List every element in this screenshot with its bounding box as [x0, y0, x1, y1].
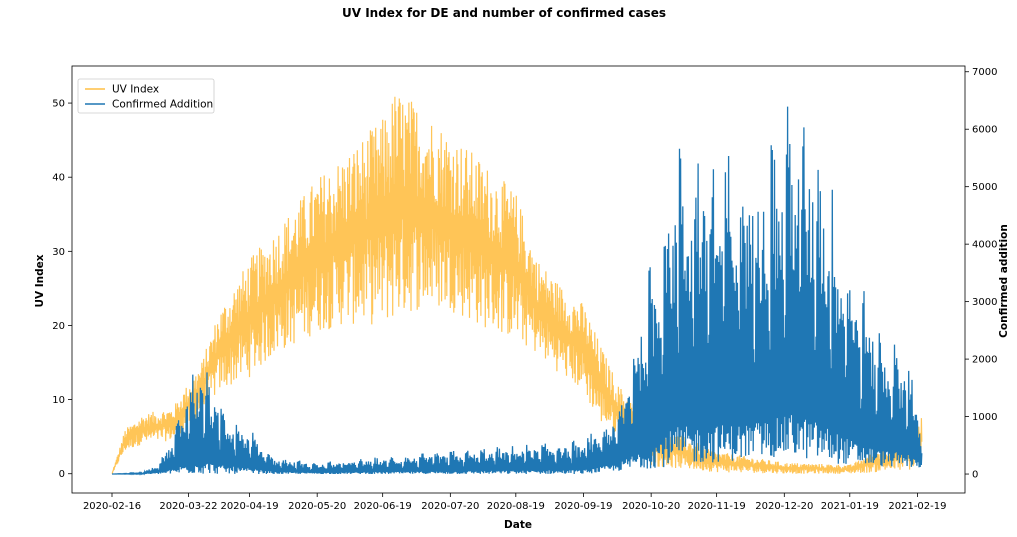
- y-right-tick-label: 4000: [972, 240, 997, 251]
- legend-frame: [77, 78, 215, 114]
- x-axis-label: Date: [504, 519, 532, 531]
- plot-area: [111, 96, 923, 476]
- y-right-tick-label: 1000: [972, 412, 997, 423]
- chart-title: UV Index for DE and number of confirmed …: [342, 6, 666, 20]
- y-left-axis-label: UV Index: [34, 254, 46, 307]
- y-right-axis-label: Confirmed addition: [998, 224, 1010, 338]
- x-tick-label: 2020-04-19: [220, 501, 278, 512]
- y-left-tick-label: 50: [52, 99, 65, 110]
- y-right-tick-label: 2000: [972, 355, 997, 366]
- x-axis-ticks: 2020-02-16 2020-03-22 2020-04-19 2020-05-20…: [83, 493, 947, 512]
- y-left-tick-label: 0: [59, 469, 65, 480]
- x-tick-label: 2020-12-20: [755, 501, 813, 512]
- x-tick-label: 2021-01-19: [821, 501, 879, 512]
- y-left-tick-label: 10: [52, 395, 65, 406]
- plot-frame: [71, 65, 966, 494]
- x-tick-label: 2020-03-22: [159, 501, 217, 512]
- y-right-tick-label: 6000: [972, 125, 997, 136]
- legend-label-confirmed-addition: Confirmed Addition: [112, 99, 213, 111]
- x-tick-label: 2020-09-19: [554, 501, 612, 512]
- y-right-tick-label: 5000: [972, 182, 997, 193]
- y-right-tick-label: 7000: [972, 67, 997, 78]
- y-left-tick-label: 30: [52, 247, 65, 258]
- y-right-tick-label: 3000: [972, 297, 997, 308]
- x-tick-label: 2020-08-19: [487, 501, 545, 512]
- y-right-tick-label: 0: [972, 470, 978, 481]
- series-line-confirmed-addition: [112, 106, 923, 476]
- x-tick-label: 2020-11-19: [688, 501, 746, 512]
- legend-label-uv-index: UV Index: [112, 84, 159, 96]
- y-left-axis-ticks: 0 10 20 30 40 50: [52, 99, 72, 480]
- x-tick-label: 2020-05-20: [288, 501, 346, 512]
- y-left-tick-label: 20: [52, 321, 65, 332]
- x-tick-label: 2020-06-19: [354, 501, 412, 512]
- y-left-tick-label: 40: [52, 173, 65, 184]
- legend: UV Index Confirmed Addition: [77, 78, 215, 114]
- x-tick-label: 2020-07-20: [421, 501, 479, 512]
- x-tick-label: 2020-10-20: [622, 501, 680, 512]
- series-line-uv-index: [111, 96, 923, 474]
- x-tick-label: 2021-02-19: [888, 501, 946, 512]
- x-tick-label: 2020-02-16: [83, 501, 141, 512]
- y-right-axis-ticks: 0 1000 2000 3000 4000 5000 6000 7000: [965, 67, 997, 481]
